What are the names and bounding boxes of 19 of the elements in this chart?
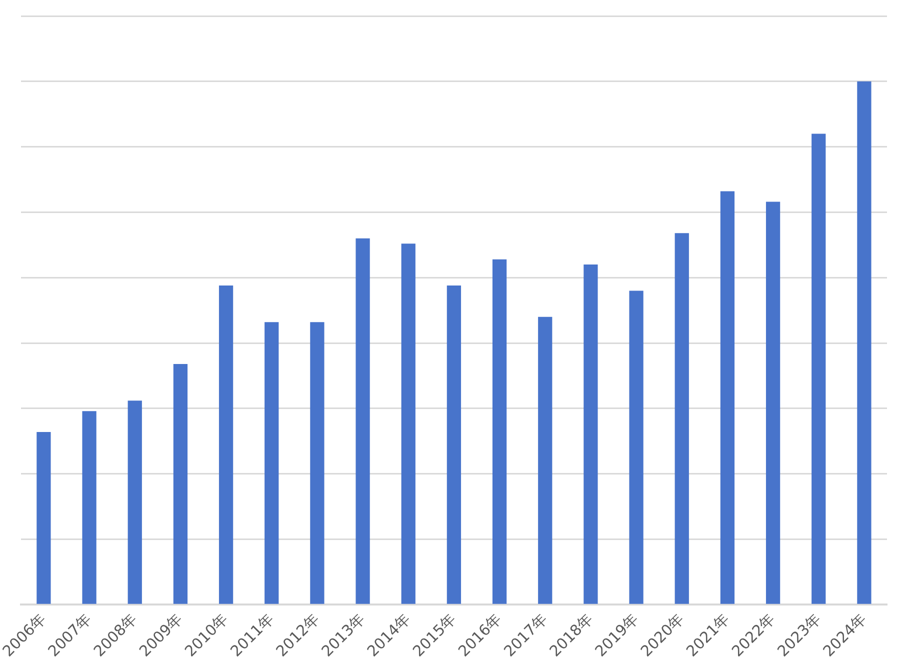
bar	[356, 238, 370, 604]
bar	[264, 322, 279, 604]
bar	[766, 202, 780, 604]
bar	[36, 432, 51, 604]
bar	[82, 411, 96, 604]
bar	[857, 81, 872, 604]
bar	[173, 364, 188, 604]
bar	[446, 285, 462, 604]
bar	[720, 191, 735, 604]
bar	[812, 134, 826, 604]
bar	[310, 322, 324, 604]
bar	[128, 400, 142, 604]
bar	[492, 259, 507, 604]
bar	[629, 290, 644, 604]
bar	[674, 233, 689, 604]
bar	[538, 316, 552, 604]
bar	[584, 264, 598, 604]
bar	[218, 285, 234, 604]
bar	[401, 244, 416, 604]
